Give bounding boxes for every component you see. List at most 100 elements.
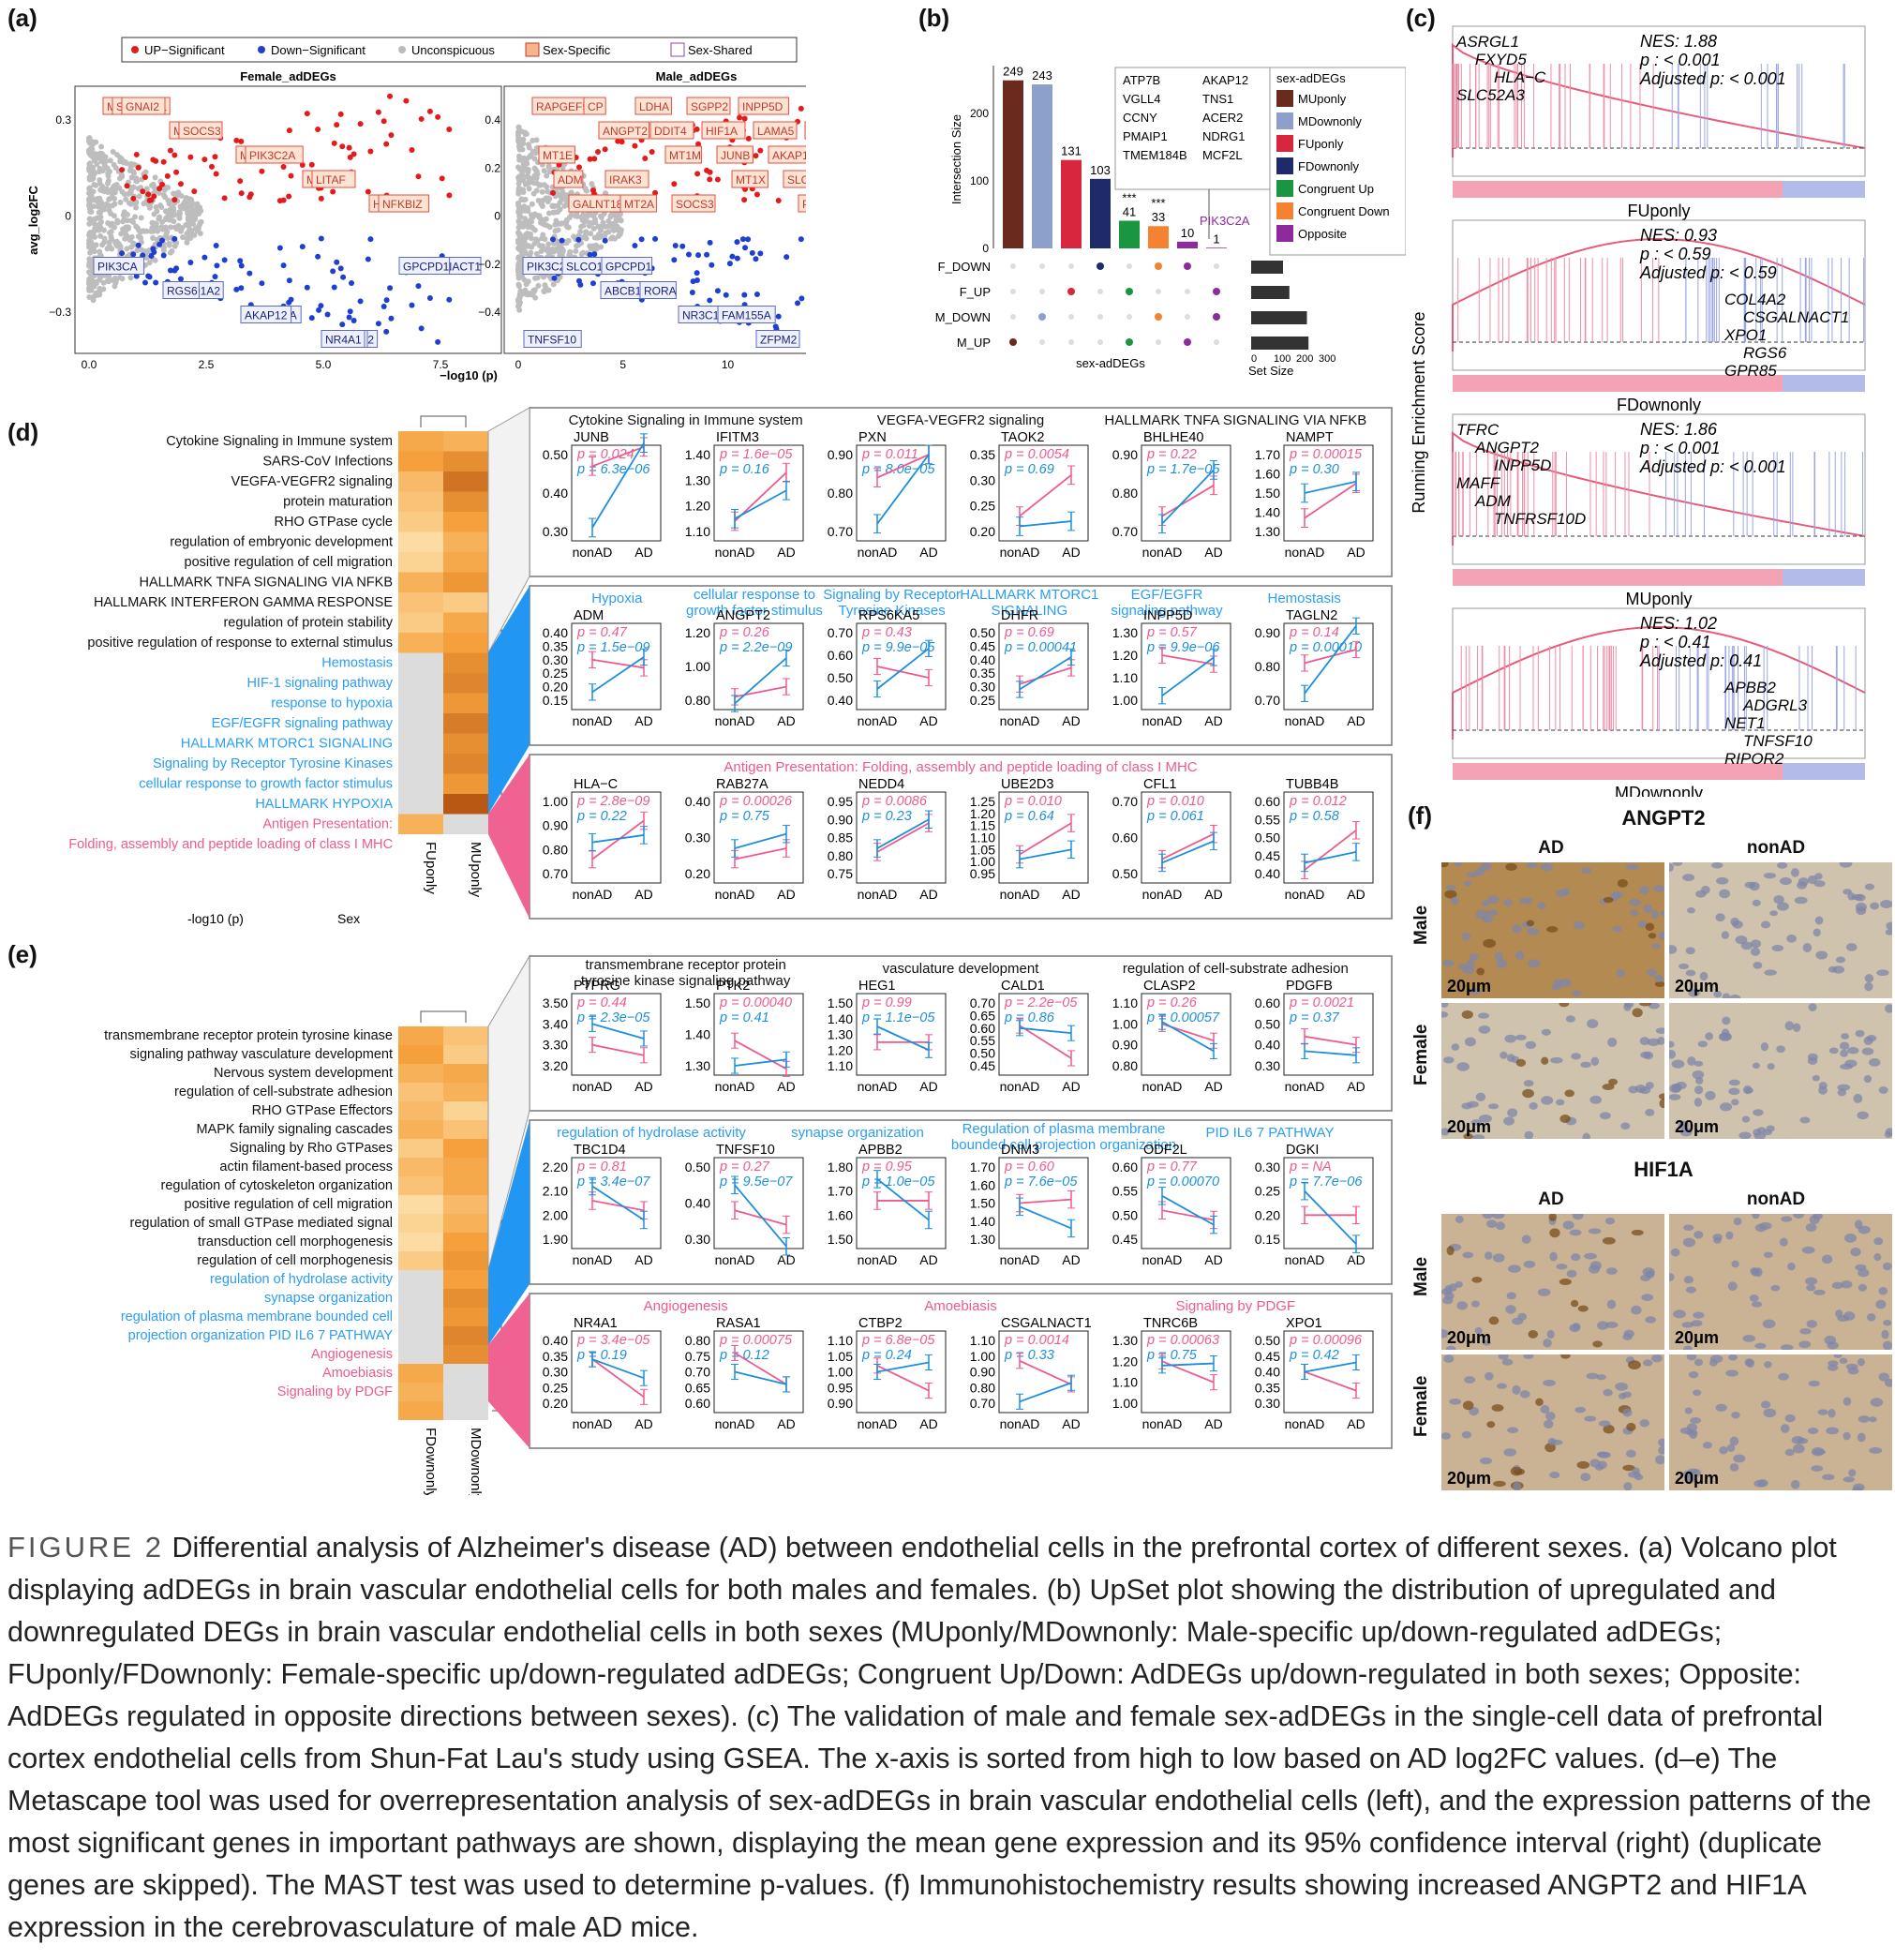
cell-nucleus	[1660, 910, 1664, 917]
cell-nucleus	[1474, 1326, 1483, 1335]
volcano-point-down	[334, 259, 340, 265]
ihc-column-label: AD	[1538, 838, 1564, 858]
pathway-title: Signaling by Receptor	[823, 587, 961, 603]
volcano-up-gene-label: SGPP2	[691, 100, 728, 113]
volcano-point-up	[446, 192, 453, 199]
figure: (a) (b) (c) (d) (e) (f) UP−Significant Do…	[7, 4, 1892, 1495]
pathway-connector	[487, 954, 530, 1271]
pathway-title: HALLMARK TNFA SIGNALING VIA NFKB	[1104, 412, 1366, 428]
cell-nucleus	[1752, 1062, 1760, 1070]
expression-ytick: 0.90	[543, 818, 568, 833]
volcano-point-down	[388, 315, 395, 322]
volcano-point-unconspicuous	[520, 187, 527, 193]
expression-plot-frame	[998, 444, 1089, 542]
cell-nucleus	[1645, 1109, 1655, 1116]
cell-nucleus	[1878, 1286, 1888, 1295]
upset-legend-label: Opposite	[1298, 227, 1347, 241]
expression-xtick: AD	[634, 1079, 652, 1094]
upset-bar	[1148, 226, 1169, 248]
volcano-point-unconspicuous	[531, 165, 538, 172]
heatmap-cell	[398, 733, 443, 754]
volcano-point-unconspicuous	[97, 214, 104, 220]
expression-ytick: 1.00	[970, 854, 995, 869]
volcano-point-up	[798, 105, 804, 112]
volcano-point-down	[237, 258, 244, 264]
expression-gene-name: TUBB4B	[1286, 777, 1338, 792]
upset-set-size-tick: 200	[1296, 353, 1313, 365]
gsea-gene-label: APBB2	[1723, 679, 1776, 696]
gene-label-box	[798, 194, 806, 213]
cell-nucleus	[1694, 1358, 1704, 1367]
expression-p-male: p = 0.64	[1004, 809, 1054, 824]
heatmap-term-label: Signaling by Rho GTPases	[230, 1141, 393, 1156]
expression-xtick: nonAD	[1285, 1416, 1325, 1431]
gsea-rank-bar	[1453, 375, 1865, 392]
volcano-point-unconspicuous	[96, 227, 102, 233]
volcano-point-unconspicuous	[618, 229, 624, 235]
cell-nucleus	[1641, 1294, 1654, 1301]
cell-nucleus	[1582, 1132, 1590, 1139]
volcano-point-unconspicuous	[93, 139, 99, 145]
male-line	[1019, 848, 1072, 860]
volcano-point-down	[380, 303, 387, 309]
cell-nucleus	[1461, 1010, 1473, 1019]
volcano-point-down	[602, 237, 608, 244]
gene-label-box	[398, 257, 451, 275]
volcano-point-up	[140, 188, 146, 195]
cell-nucleus	[1468, 987, 1482, 995]
cell-nucleus	[1762, 1130, 1772, 1136]
cell-nucleus	[1523, 1260, 1536, 1268]
cell-nucleus	[1584, 1415, 1597, 1422]
heatmap-cell	[398, 1270, 443, 1289]
volcano-point-unconspicuous	[515, 200, 522, 206]
male-line	[1304, 625, 1357, 695]
upset-matrix-dot	[1156, 289, 1161, 294]
cell-nucleus	[1671, 1083, 1682, 1093]
expression-p-male: p = 9.9e−06	[1146, 640, 1220, 655]
gsea-gene-label: MAFF	[1456, 474, 1501, 492]
volcano-up-gene-label: SLCO4A1	[787, 173, 806, 187]
volcano-point-unconspicuous	[108, 210, 114, 217]
volcano-point-unconspicuous	[515, 269, 522, 276]
heatmap-cell	[398, 1326, 443, 1345]
expression-p-male: p = 0.12	[719, 1348, 769, 1363]
expression-p-male: p = 0.00010	[1289, 640, 1362, 655]
cell-nucleus	[1700, 885, 1710, 894]
cell-nucleus	[1805, 1277, 1818, 1286]
expression-ytick: 1.60	[1255, 467, 1280, 482]
volcano-point-unconspicuous	[154, 208, 160, 215]
expression-ytick: 0.30	[543, 652, 568, 667]
volcano-point-unconspicuous	[126, 225, 132, 232]
volcano-point-unconspicuous	[567, 248, 574, 255]
volcano-point-unconspicuous	[89, 176, 96, 183]
volcano-point-up	[167, 147, 173, 154]
expression-ytick: 0.90	[1112, 447, 1138, 462]
volcano-point-unconspicuous	[173, 226, 180, 232]
volcano-point-unconspicuous	[524, 205, 530, 212]
expression-xtick: AD	[1062, 1252, 1080, 1267]
cell-nucleus	[1588, 1228, 1602, 1234]
volcano-point-unconspicuous	[91, 217, 97, 223]
cell-nucleus	[1728, 1079, 1740, 1086]
volcano-point-down	[214, 262, 220, 269]
ihc-title: ANGPT2	[1621, 806, 1706, 830]
cell-nucleus	[1441, 862, 1449, 868]
gene-label-box	[93, 257, 145, 275]
cell-nucleus	[1446, 1246, 1455, 1256]
gene-label-box	[121, 97, 166, 115]
upset-ytick: 200	[970, 107, 989, 120]
volcano-point-unconspicuous	[523, 281, 530, 288]
volcano-point-down	[308, 315, 315, 322]
volcano-point-unconspicuous	[618, 217, 624, 224]
cell-nucleus	[1686, 1354, 1697, 1361]
volcano-point-unconspicuous	[563, 218, 570, 225]
expression-xtick: AD	[1204, 1252, 1222, 1267]
cell-nucleus	[1624, 1003, 1634, 1009]
upset-gene: CCNY	[1123, 111, 1157, 125]
male-line	[876, 1178, 930, 1221]
cell-nucleus	[1605, 1267, 1618, 1275]
volcano-point-unconspicuous	[106, 168, 112, 174]
volcano-point-unconspicuous	[608, 235, 615, 242]
expression-ytick: 1.70	[970, 1160, 995, 1175]
